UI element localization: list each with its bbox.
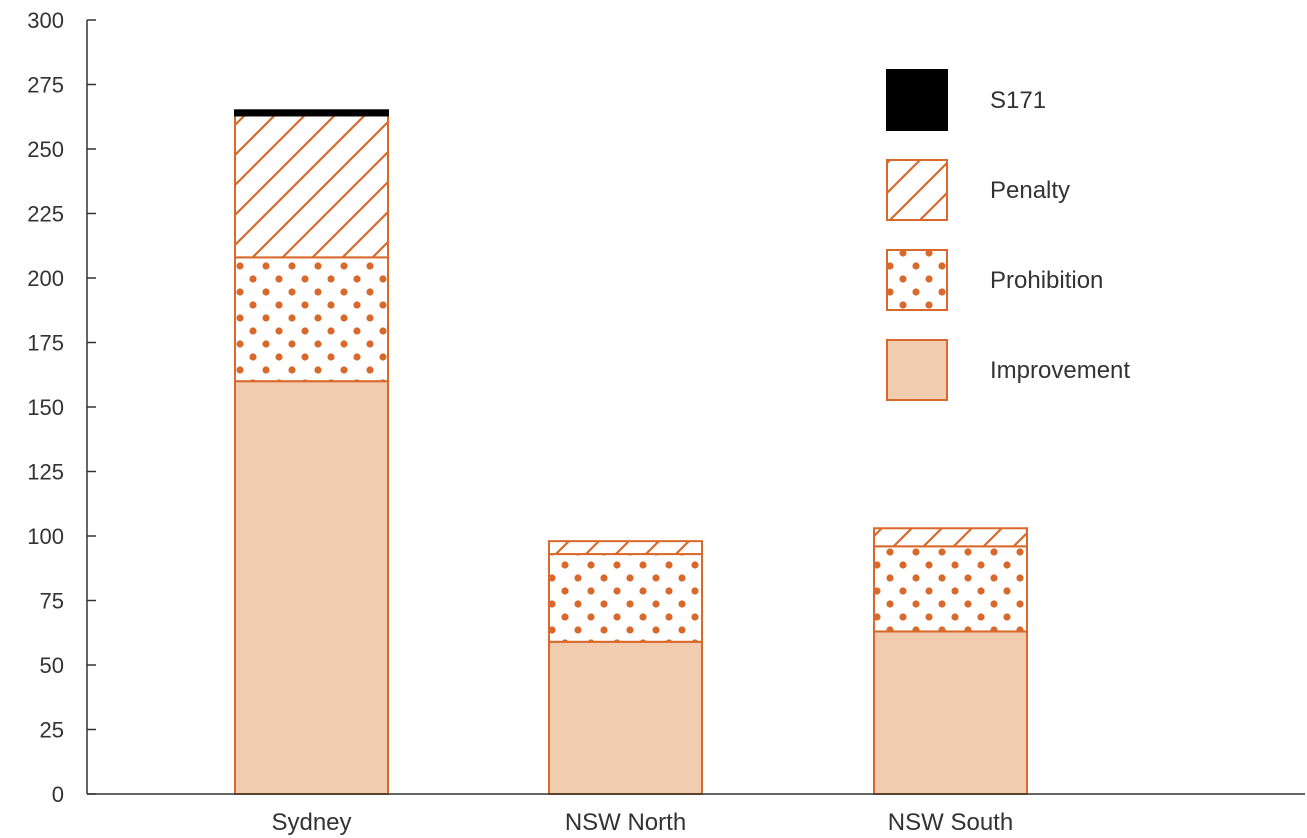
bar-segment-penalty <box>873 527 1028 548</box>
legend-swatch-prohibition <box>886 249 948 311</box>
x-axis: Sydney NSW North NSW South <box>87 793 1305 836</box>
bar-stack-sydney <box>234 109 389 795</box>
bar-segment-prohibition <box>234 256 389 383</box>
bar-segment-improvement <box>548 640 703 796</box>
x-category-label: NSW South <box>888 809 1013 836</box>
bar-stack-nsw-south <box>873 527 1028 796</box>
legend-label-s171: S171 <box>990 87 1046 114</box>
y-axis: 0 25 50 75 100 125 150 175 200 225 250 275 300 <box>27 8 96 807</box>
y-tick-label: 250 <box>27 137 64 162</box>
legend-item-prohibition: Prohibition <box>886 249 1103 311</box>
bar-segment-improvement <box>234 380 389 795</box>
legend-item-s171: S171 <box>886 69 1046 131</box>
y-tick-label: 75 <box>40 589 64 614</box>
y-tick-label: 150 <box>27 395 64 420</box>
y-tick-label: 50 <box>40 653 64 678</box>
x-category-label: Sydney <box>271 809 351 836</box>
y-tick-label: 25 <box>40 718 64 743</box>
bars <box>234 109 1028 796</box>
legend-item-improvement: Improvement <box>886 339 1130 401</box>
legend-swatch-improvement <box>886 339 948 401</box>
bar-segment-penalty <box>548 540 703 556</box>
y-tick-label: 100 <box>27 524 64 549</box>
bar-stack-nsw-north <box>548 540 703 796</box>
y-tick-label: 175 <box>27 331 64 356</box>
bar-segment-penalty <box>234 114 389 259</box>
y-tick-label: 225 <box>27 202 64 227</box>
y-tick-label: 200 <box>27 266 64 291</box>
bar-segment-prohibition <box>548 553 703 643</box>
y-tick-label: 275 <box>27 73 64 98</box>
legend-label-improvement: Improvement <box>990 357 1130 384</box>
legend: S171 Penalty Prohibition Improvement <box>886 69 1130 401</box>
x-category-label: NSW North <box>565 809 686 836</box>
y-tick-label: 300 <box>27 8 64 33</box>
legend-swatch-penalty <box>886 159 948 221</box>
legend-swatch-s171 <box>886 69 948 131</box>
y-tick-label: 0 <box>52 782 64 807</box>
bar-segment-s171 <box>234 109 389 117</box>
legend-item-penalty: Penalty <box>886 159 1070 221</box>
bar-segment-improvement <box>873 630 1028 796</box>
legend-label-prohibition: Prohibition <box>990 267 1103 294</box>
legend-label-penalty: Penalty <box>990 177 1070 204</box>
bar-segment-prohibition <box>873 545 1028 633</box>
y-tick-label: 125 <box>27 460 64 485</box>
